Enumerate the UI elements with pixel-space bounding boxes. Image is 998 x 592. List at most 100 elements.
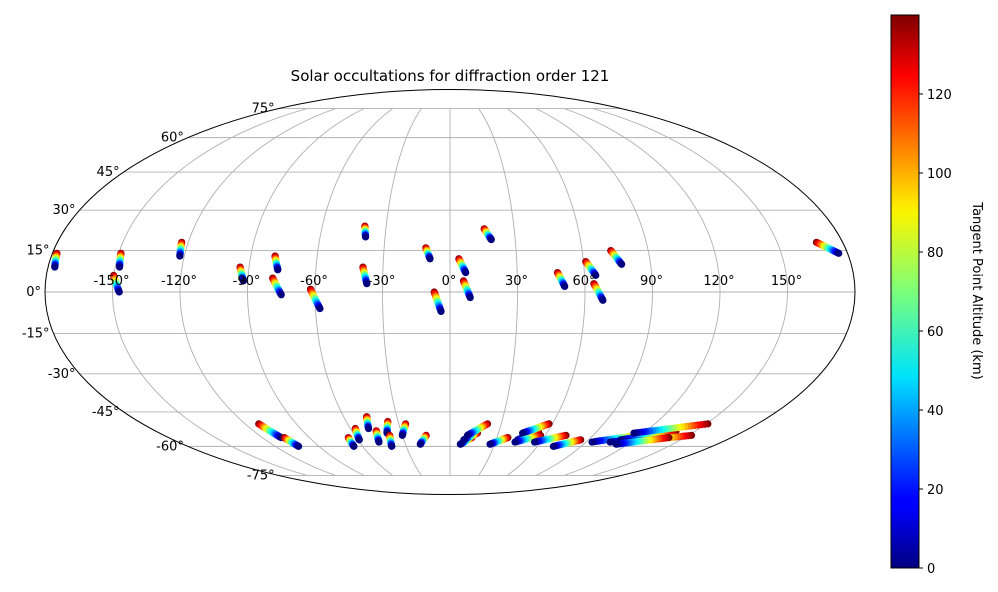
latitude-tick-label: 45° xyxy=(97,165,120,180)
occultation-track xyxy=(463,420,492,439)
occultation-point xyxy=(511,438,519,446)
occultation-track xyxy=(553,268,569,291)
longitude-tick-label: 0° xyxy=(442,274,457,289)
longitude-tick-label: -120° xyxy=(161,274,197,289)
latitude-tick-label: -30° xyxy=(48,367,76,382)
colorbar-tick-label: 0 xyxy=(927,562,935,577)
occultation-track xyxy=(812,238,843,257)
latitude-tick-label: 60° xyxy=(161,131,184,146)
occultation-point xyxy=(561,282,569,291)
colorbar-tick-label: 60 xyxy=(927,325,944,340)
occultation-point xyxy=(462,268,470,277)
occultation-point xyxy=(426,255,434,263)
colorbar-label: Tangent Point Altitude (km) xyxy=(969,201,984,379)
occultation-track xyxy=(386,431,396,450)
colorbar-ticks: 0 20 40 60 80 100 120 xyxy=(919,88,952,577)
occultation-point xyxy=(519,429,527,437)
longitude-tick-label: 120° xyxy=(703,274,734,289)
longitude-tick-label: -60° xyxy=(300,274,328,289)
latitude-tick-label: -15° xyxy=(22,326,50,341)
occultation-point xyxy=(363,280,371,288)
occultation-point xyxy=(487,236,495,244)
occultation-point xyxy=(115,263,124,271)
occultation-point xyxy=(294,442,303,450)
occultation-track xyxy=(590,280,607,304)
occultation-track xyxy=(398,420,410,439)
latitude-tick-label: 0° xyxy=(26,285,41,300)
occultation-point xyxy=(606,438,614,446)
latitude-tick-label: 30° xyxy=(52,203,75,218)
longitude-tick-label: -150° xyxy=(93,274,129,289)
occultation-track xyxy=(480,225,495,244)
occultation-track xyxy=(115,249,125,271)
data-points xyxy=(51,222,843,450)
occultation-track xyxy=(359,263,371,288)
occultation-point xyxy=(630,429,638,437)
occultation-point xyxy=(612,440,620,448)
occultation-track xyxy=(344,434,358,450)
occultation-point xyxy=(416,440,424,448)
occultation-point xyxy=(355,436,363,444)
occultation-track xyxy=(363,413,373,433)
colorbar-gradient xyxy=(890,14,920,569)
occultation-point xyxy=(463,431,472,439)
occultation-track xyxy=(422,244,434,263)
latitude-tick-label: 15° xyxy=(27,244,50,259)
map-grid xyxy=(45,108,855,476)
occultation-track xyxy=(531,431,570,446)
occultation-track xyxy=(486,434,512,448)
occultation-point xyxy=(437,307,445,316)
occultation-point xyxy=(398,431,406,439)
occultation-track xyxy=(607,246,626,268)
occultation-track xyxy=(582,257,600,279)
occultation-track xyxy=(236,263,247,285)
occultation-point xyxy=(239,277,247,285)
colorbar-tick-label: 120 xyxy=(927,88,952,103)
occultation-point xyxy=(316,305,324,313)
occultation-track xyxy=(455,255,470,277)
occultation-track xyxy=(459,277,474,302)
latitude-tick-label: -75° xyxy=(247,468,275,483)
longitude-tick-label: 30° xyxy=(505,274,528,289)
occultation-track xyxy=(269,274,285,299)
occultation-point xyxy=(599,296,607,304)
occultation-track xyxy=(612,434,673,448)
occultation-track xyxy=(110,271,123,296)
occultation-track xyxy=(255,420,285,442)
occultation-point xyxy=(549,442,557,450)
occultation-point xyxy=(274,266,282,274)
occultation-track xyxy=(519,420,553,437)
occultation-point xyxy=(618,260,626,268)
longitude-tick-label: 150° xyxy=(771,274,802,289)
occultation-point xyxy=(592,271,600,279)
map-boundary xyxy=(44,89,856,495)
occultation-track xyxy=(51,249,61,271)
colorbar: 0 20 40 60 80 100 120 Tangent Point Altitude (… xyxy=(890,14,984,577)
latitude-tick-label: 75° xyxy=(252,102,275,117)
occultation-point xyxy=(277,291,285,299)
occultation-track xyxy=(416,431,430,448)
occultation-point xyxy=(115,288,123,296)
occultation-point xyxy=(375,438,383,446)
occultation-track xyxy=(361,222,370,241)
occultation-track xyxy=(549,436,585,450)
longitude-tick-labels: -150° -120° -90° -60° -30° 0° 30° 60° 90° 120° 150… xyxy=(93,274,802,289)
colorbar-tick-label: 80 xyxy=(927,246,944,261)
longitude-tick-label: -30° xyxy=(368,274,396,289)
latitude-tick-label: -45° xyxy=(92,405,120,420)
occultation-point xyxy=(51,263,59,271)
occultation-point xyxy=(486,440,494,448)
latitude-tick-label: -60° xyxy=(156,439,184,454)
occultation-track xyxy=(372,427,383,446)
longitude-tick-label: 90° xyxy=(640,274,663,289)
occultation-point xyxy=(531,438,539,446)
occultation-point xyxy=(350,442,358,450)
occultation-point xyxy=(361,233,370,241)
occultation-point xyxy=(466,293,474,302)
colorbar-tick-label: 40 xyxy=(927,404,944,419)
occultation-track xyxy=(430,288,445,316)
chart-title: Solar occultations for diffraction order… xyxy=(291,67,610,85)
longitude-tick-label: 60° xyxy=(572,274,595,289)
occultation-track xyxy=(351,424,363,444)
